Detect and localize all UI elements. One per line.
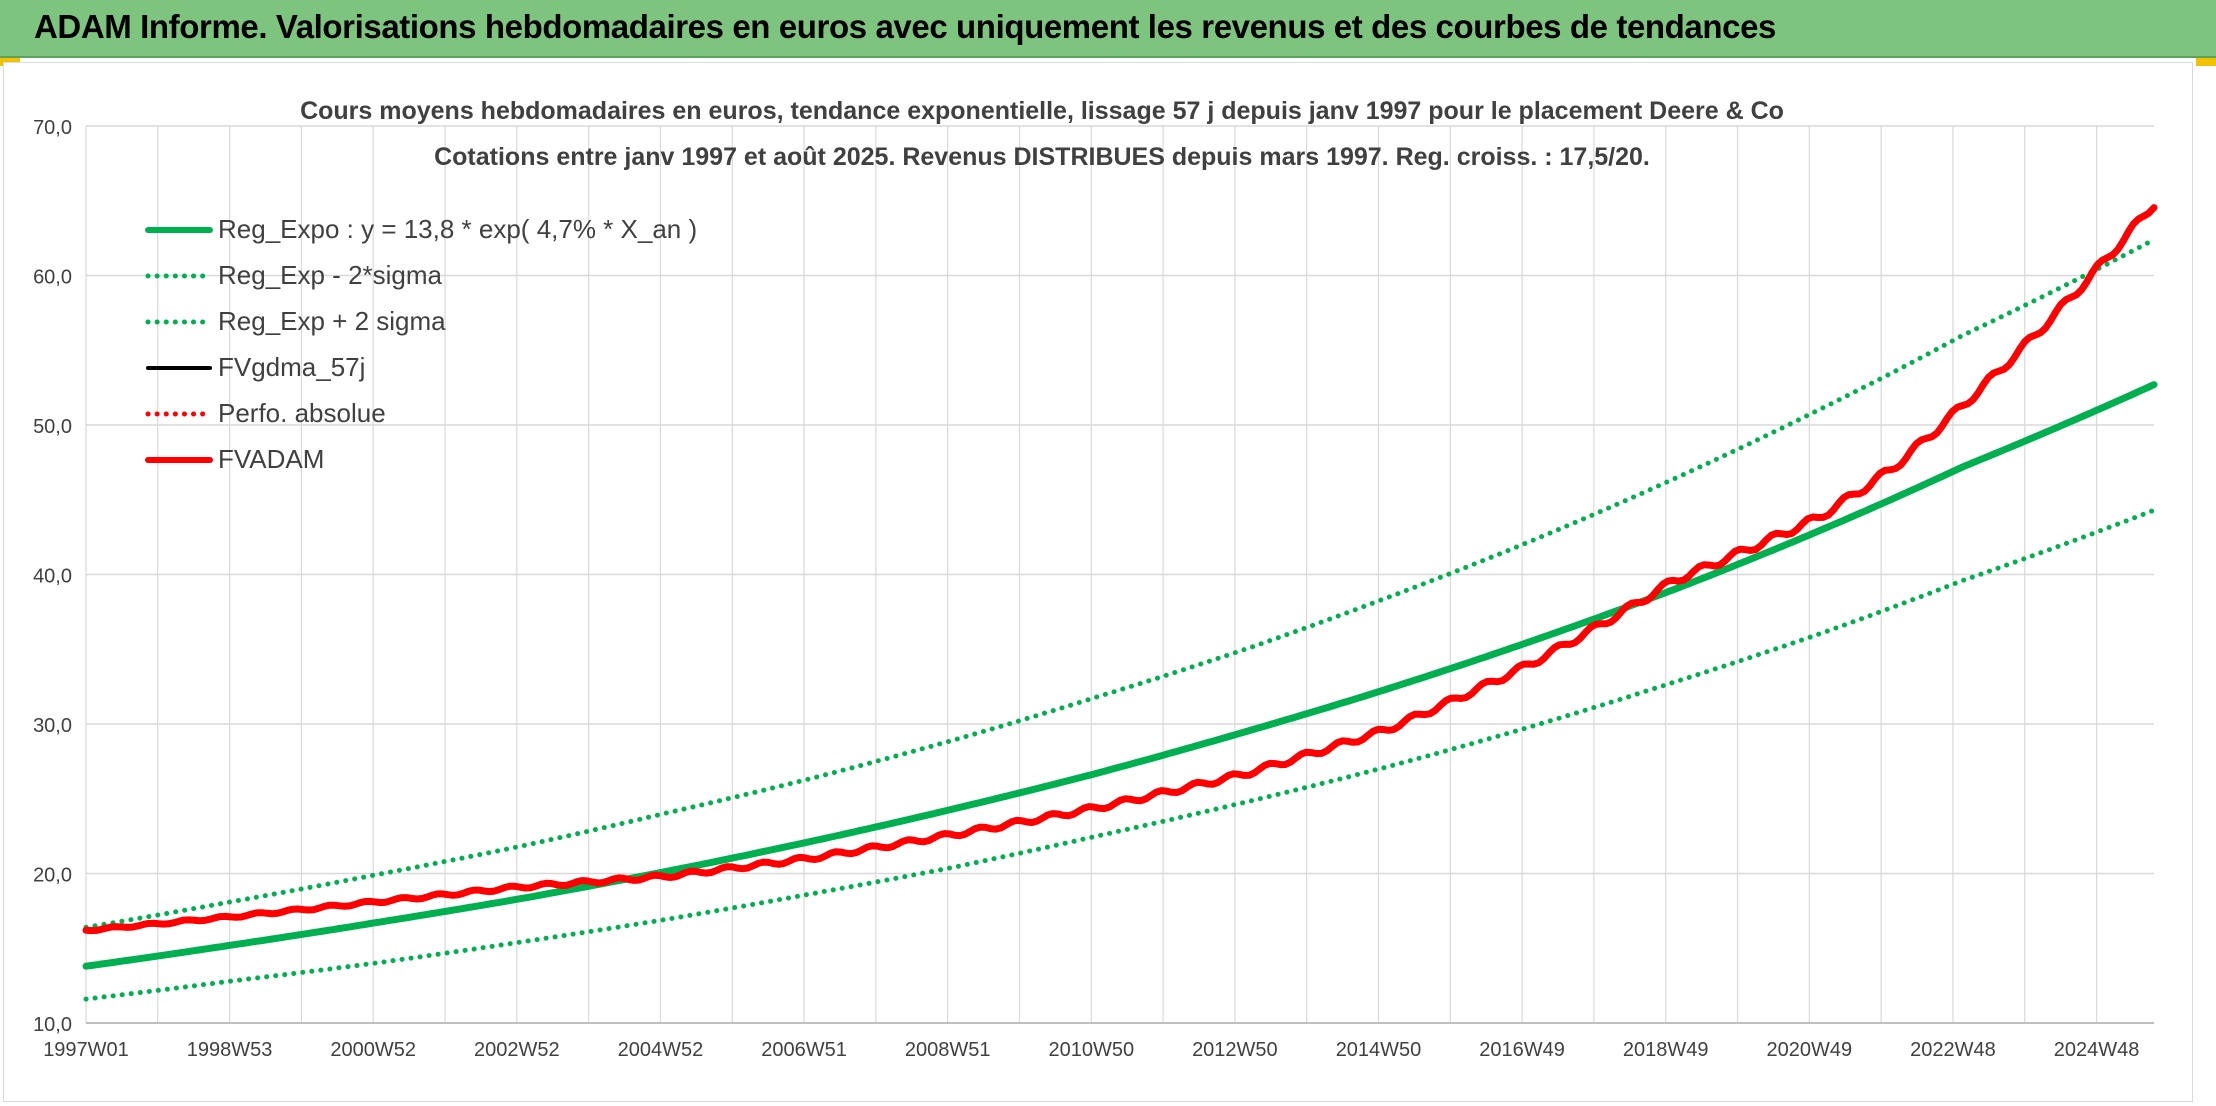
report-banner: ADAM Informe. Valorisations hebdomadaire… (0, 0, 2216, 58)
x-tick-label: 1998W53 (187, 1039, 273, 1061)
x-tick-label: 2012W50 (1192, 1039, 1278, 1061)
series-line-reg-exp-2-sigma (83, 237, 2157, 930)
x-tick-label: 2022W48 (1910, 1039, 1996, 1061)
y-tick-label: 10,0 (33, 1014, 72, 1036)
legend-label: FVgdma_57j (218, 352, 365, 382)
legend-label: FVADAM (218, 444, 324, 474)
y-tick-label: 60,0 (33, 267, 72, 289)
x-tick-label: 2010W50 (1048, 1039, 1134, 1061)
series-line-perfo-absolue (83, 205, 2157, 934)
corner-marker-right (2196, 58, 2216, 66)
x-tick-label: 1997W01 (43, 1039, 129, 1061)
legend-label: Reg_Exp - 2*sigma (218, 260, 443, 290)
y-tick-label: 70,0 (33, 117, 72, 139)
x-tick-label: 2024W48 (2054, 1039, 2140, 1061)
axis-layer: 10,0 20,0 30,0 40,0 50,0 60,0 70,0 1997W01 1998W… (33, 117, 2154, 1061)
chart-title-line-1: Cours moyens hebdomadaires en euros, ten… (300, 97, 1784, 125)
series-line-reg-exp-2-sigma (83, 507, 2157, 1002)
report-title: ADAM Informe. Valorisations hebdomadaire… (34, 8, 1776, 45)
x-tick-label: 2016W49 (1479, 1039, 1565, 1061)
x-tick-label: 2018W49 (1623, 1039, 1709, 1061)
grid-layer (85, 125, 2154, 1024)
legend: Reg_Expo : y = 13,8 * exp( 4,7% * X_an )… (145, 214, 697, 474)
x-tick-label: 2006W51 (761, 1039, 847, 1061)
x-tick-label: 2008W51 (905, 1039, 991, 1061)
legend-label: Reg_Exp + 2 sigma (218, 306, 446, 336)
x-tick-label: 2004W52 (618, 1039, 704, 1061)
legend-label: Perfo. absolue (218, 398, 386, 428)
chart-title-block: Cours moyens hebdomadaires en euros, ten… (300, 97, 1784, 171)
y-tick-label: 50,0 (33, 416, 72, 438)
chart-area: 10,0 20,0 30,0 40,0 50,0 60,0 70,0 1997W01 1998W… (3, 62, 2193, 1102)
series-line-reg-expo-y-13-8-exp-4-7-x-an (82, 381, 2158, 970)
y-tick-label: 30,0 (33, 715, 72, 737)
y-tick-label: 20,0 (33, 865, 72, 887)
y-tick-label: 40,0 (33, 566, 72, 588)
x-tick-label: 2020W49 (1767, 1039, 1853, 1061)
x-tick-label: 2002W52 (474, 1039, 560, 1061)
x-tick-label: 2000W52 (330, 1039, 416, 1061)
chart-svg: 10,0 20,0 30,0 40,0 50,0 60,0 70,0 1997W01 1998W… (33, 97, 2158, 1061)
chart-title-line-2: Cotations entre janv 1997 et août 2025. … (434, 143, 1650, 171)
legend-label: Reg_Expo : y = 13,8 * exp( 4,7% * X_an ) (218, 214, 697, 244)
series-layer (82, 204, 2158, 1002)
x-tick-label: 2014W50 (1336, 1039, 1422, 1061)
